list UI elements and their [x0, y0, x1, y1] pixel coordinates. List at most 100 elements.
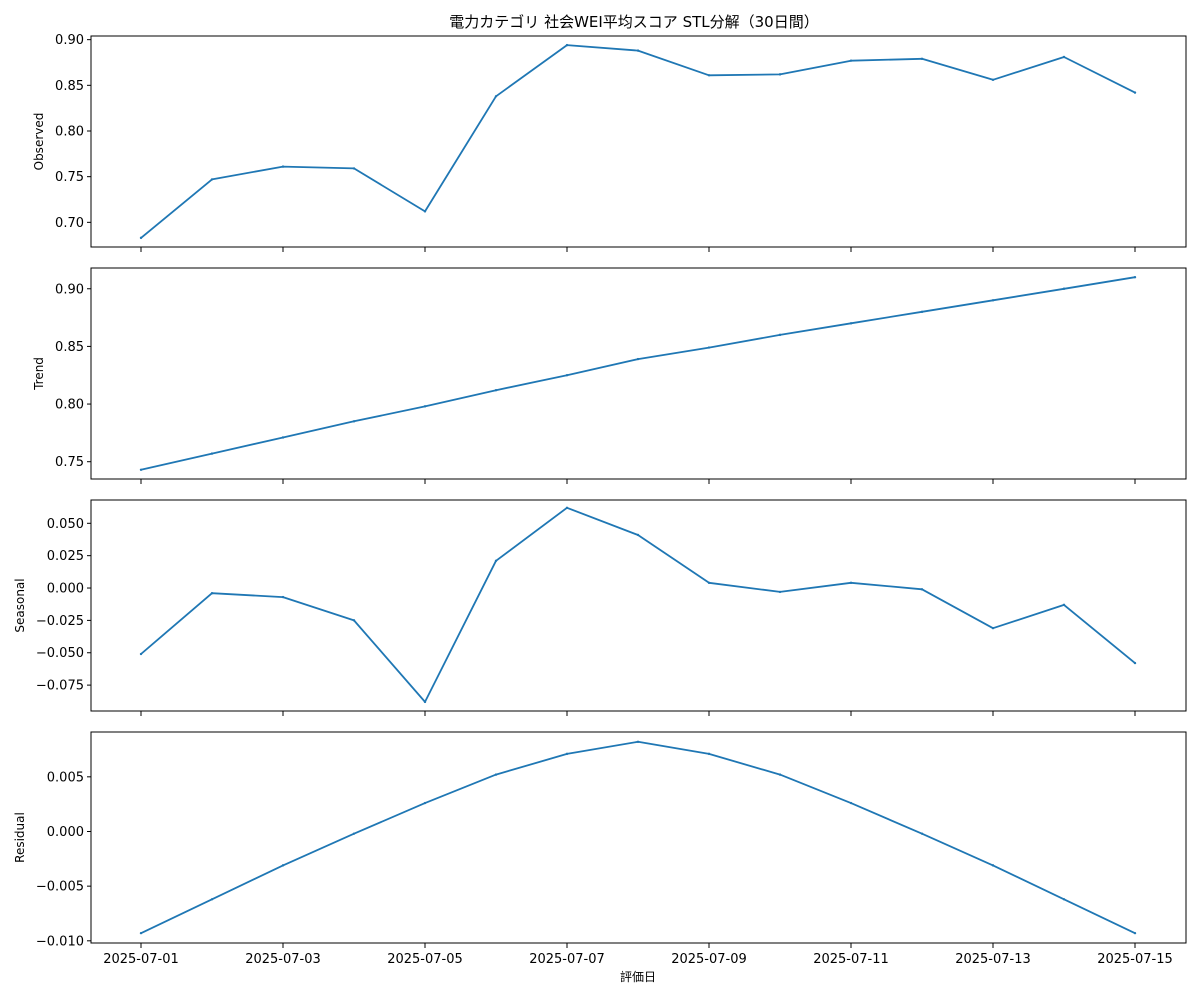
residual-point: [139, 931, 143, 935]
trend-point: [991, 299, 995, 302]
residual-point: [636, 740, 640, 744]
trend-point: [139, 468, 143, 471]
observed-point: [1062, 55, 1066, 59]
trend-point: [1062, 287, 1066, 290]
residual-y-tick-label: 0.005: [47, 770, 84, 785]
residual-point: [210, 898, 214, 901]
residual-point: [991, 864, 995, 867]
trend-point: [778, 333, 782, 337]
observed-y-tick-label: 0.85: [55, 79, 84, 94]
x-axis-label: 評価日: [620, 969, 656, 984]
trend-y-tick-label: 0.80: [55, 398, 84, 413]
trend-point: [707, 346, 711, 349]
seasonal-point: [494, 559, 498, 563]
observed-point: [423, 210, 427, 213]
observed-y-tick-label: 0.80: [55, 124, 84, 139]
seasonal-point: [352, 619, 356, 622]
seasonal-point: [139, 652, 143, 656]
residual-point: [1133, 931, 1137, 935]
seasonal-point: [1133, 661, 1137, 665]
trend-point: [281, 436, 285, 439]
trend-series-line: [140, 276, 1136, 471]
residual-point: [281, 864, 285, 867]
seasonal-point: [281, 595, 285, 599]
trend-y-axis-label: Trend: [32, 357, 46, 391]
residual-point: [778, 773, 782, 776]
x-tick-label: 2025-07-03: [245, 952, 321, 967]
observed-point: [707, 74, 711, 77]
trend-y-tick-label: 0.75: [55, 455, 84, 470]
seasonal-axes-frame: [90, 499, 1187, 712]
seasonal-point: [636, 533, 640, 537]
observed-point: [565, 43, 569, 47]
trend-point: [1133, 276, 1137, 279]
seasonal-point: [1062, 603, 1066, 607]
seasonal-series-line: [140, 506, 1136, 703]
seasonal-point: [707, 581, 711, 585]
trend-y-tick-label: 0.85: [55, 340, 84, 355]
residual-y-tick-label: −0.005: [36, 880, 84, 895]
observed-point: [778, 73, 782, 76]
chart-title: 電力カテゴリ 社会WEI平均スコア STL分解（30日間）: [449, 13, 818, 31]
seasonal-y-axis-label: Seasonal: [13, 578, 27, 632]
trend-point: [423, 405, 427, 408]
seasonal-y-tick-label: 0.050: [47, 517, 84, 532]
observed-point: [991, 78, 995, 82]
trend-point: [352, 420, 356, 423]
x-tick-label: 2025-07-09: [671, 952, 747, 967]
x-tick-label: 2025-07-07: [529, 952, 605, 967]
panel-seasonal: −0.075 −0.050 −0.025 0.000 0.025 0.050 Seasona…: [13, 499, 1187, 716]
seasonal-point: [991, 626, 995, 630]
residual-y-tick-label: −0.010: [36, 934, 84, 949]
seasonal-y-tick-label: 0.000: [47, 582, 84, 597]
observed-y-tick-label: 0.75: [55, 170, 84, 185]
panel-trend: 0.75 0.80 0.85 0.90 Trend: [32, 267, 1187, 484]
observed-y-tick-label: 0.70: [55, 216, 84, 231]
seasonal-point: [210, 592, 214, 595]
observed-axes-frame: [90, 35, 1187, 248]
x-tick-label: 2025-07-05: [387, 952, 463, 967]
seasonal-point: [423, 700, 427, 704]
observed-point: [849, 59, 853, 62]
residual-point: [1062, 898, 1066, 901]
panel-observed: 0.70 0.75 0.80 0.85 0.90 Observed: [32, 33, 1187, 252]
trend-point: [210, 452, 214, 455]
observed-point: [494, 95, 498, 98]
observed-point: [281, 165, 285, 168]
x-tick-label: 2025-07-11: [813, 952, 889, 967]
observed-point: [352, 167, 356, 170]
residual-point: [707, 752, 711, 756]
residual-axes-frame: [90, 731, 1187, 944]
residual-point: [423, 801, 427, 805]
residual-point: [352, 832, 356, 835]
trend-point: [636, 357, 640, 361]
trend-axes-frame: [90, 267, 1187, 480]
seasonal-point: [778, 590, 782, 594]
trend-point: [849, 322, 853, 325]
trend-point: [494, 389, 498, 392]
observed-y-axis-label: Observed: [32, 113, 46, 171]
residual-series-line: [140, 740, 1136, 935]
seasonal-y-tick-label: −0.025: [36, 614, 84, 629]
observed-y-tick-label: 0.90: [55, 33, 84, 48]
residual-point: [494, 773, 498, 776]
panel-residual: −0.010 −0.005 0.000 0.005 Residual 2025-07-01…: [13, 731, 1187, 967]
residual-point: [849, 801, 853, 805]
panels: 0.70 0.75 0.80 0.85 0.90 Observed 0.75 0.80 0.85…: [13, 33, 1187, 967]
trend-point: [565, 374, 569, 377]
observed-point: [1133, 91, 1137, 94]
residual-point: [920, 832, 924, 835]
seasonal-y-tick-label: −0.050: [36, 646, 84, 661]
seasonal-point: [920, 588, 924, 591]
observed-point: [920, 57, 924, 61]
residual-y-axis-label: Residual: [13, 812, 27, 863]
observed-point: [139, 236, 143, 240]
observed-series-line: [140, 44, 1136, 239]
x-tick-label: 2025-07-01: [103, 952, 179, 967]
x-tick-label: 2025-07-13: [955, 952, 1031, 967]
trend-y-tick-label: 0.90: [55, 282, 84, 297]
seasonal-point: [849, 581, 853, 585]
observed-point: [210, 178, 214, 181]
